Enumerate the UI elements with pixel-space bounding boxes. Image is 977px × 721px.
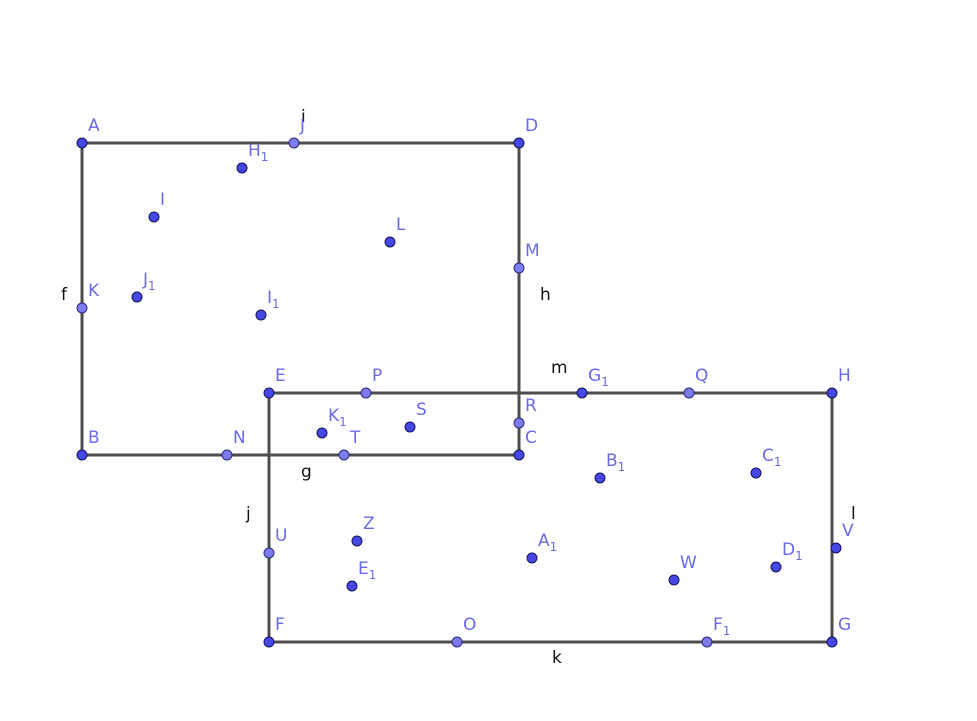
- point-N[interactable]: [221, 449, 233, 461]
- point-E[interactable]: [263, 387, 275, 399]
- point-label-G1: G1: [588, 366, 609, 389]
- point-K[interactable]: [76, 302, 88, 314]
- point-label-F1: F1: [713, 615, 730, 638]
- point-K1[interactable]: [316, 427, 328, 439]
- point-A[interactable]: [76, 137, 88, 149]
- point-label-D1: D1: [782, 540, 803, 563]
- segment-label-k: k: [552, 648, 562, 668]
- point-label-A1: A1: [538, 531, 557, 554]
- segment-label-i: i: [301, 107, 306, 127]
- point-P[interactable]: [360, 387, 372, 399]
- point-label-J1: J1: [142, 270, 156, 293]
- point-label-O: O: [463, 615, 476, 635]
- point-C[interactable]: [513, 449, 525, 461]
- point-label-Z: Z: [363, 514, 375, 534]
- point-B[interactable]: [76, 449, 88, 461]
- point-label-E: E: [275, 366, 286, 386]
- point-L[interactable]: [384, 236, 396, 248]
- point-label-D: D: [525, 116, 538, 136]
- point-label-Q: Q: [695, 366, 708, 386]
- point-I1[interactable]: [255, 309, 267, 321]
- point-label-K: K: [88, 281, 100, 301]
- point-label-L: L: [396, 215, 406, 235]
- point-H[interactable]: [826, 387, 838, 399]
- point-label-G: G: [838, 615, 851, 635]
- point-W[interactable]: [668, 574, 680, 586]
- point-label-B: B: [88, 428, 100, 448]
- point-label-F: F: [275, 615, 285, 635]
- point-label-I: I: [160, 190, 165, 210]
- segment-label-h: h: [540, 285, 551, 305]
- point-label-H: H: [838, 366, 851, 386]
- segment-label-f: f: [61, 285, 68, 305]
- point-label-C1: C1: [762, 446, 782, 469]
- segment-label-l: l: [851, 504, 856, 524]
- point-label-H1: H1: [248, 141, 268, 164]
- point-label-B1: B1: [606, 451, 625, 474]
- point-O[interactable]: [451, 636, 463, 648]
- point-label-K1: K1: [328, 406, 347, 429]
- point-G[interactable]: [826, 636, 838, 648]
- point-label-S: S: [416, 400, 427, 420]
- point-U[interactable]: [263, 547, 275, 559]
- point-D1[interactable]: [770, 561, 782, 573]
- point-label-I1: I1: [267, 288, 280, 311]
- point-F1[interactable]: [701, 636, 713, 648]
- point-label-J: J: [299, 116, 305, 136]
- point-label-E1: E1: [358, 559, 376, 582]
- point-Q[interactable]: [683, 387, 695, 399]
- point-T[interactable]: [338, 449, 350, 461]
- point-label-N: N: [233, 428, 246, 448]
- point-J1[interactable]: [131, 291, 143, 303]
- point-M[interactable]: [513, 262, 525, 274]
- point-label-C: C: [525, 428, 537, 448]
- point-V[interactable]: [830, 542, 842, 554]
- point-label-R: R: [525, 396, 537, 416]
- point-E1[interactable]: [346, 580, 358, 592]
- point-F[interactable]: [263, 636, 275, 648]
- point-A1[interactable]: [526, 552, 538, 564]
- point-label-U: U: [275, 526, 287, 546]
- segment-label-m: m: [551, 358, 568, 378]
- point-label-V: V: [842, 521, 854, 541]
- point-B1[interactable]: [594, 472, 606, 484]
- point-label-M: M: [525, 241, 540, 261]
- segment-label-g: g: [301, 462, 312, 482]
- point-I[interactable]: [148, 211, 160, 223]
- point-Z[interactable]: [351, 535, 363, 547]
- point-J[interactable]: [288, 137, 300, 149]
- segment-label-j: j: [245, 504, 251, 524]
- point-R[interactable]: [513, 417, 525, 429]
- point-label-A: A: [88, 116, 100, 136]
- point-label-T: T: [349, 428, 361, 448]
- point-C1[interactable]: [750, 467, 762, 479]
- point-H1[interactable]: [236, 162, 248, 174]
- point-G1[interactable]: [576, 387, 588, 399]
- point-label-P: P: [372, 366, 382, 386]
- point-S[interactable]: [404, 421, 416, 433]
- point-label-W: W: [680, 553, 697, 573]
- point-D[interactable]: [513, 137, 525, 149]
